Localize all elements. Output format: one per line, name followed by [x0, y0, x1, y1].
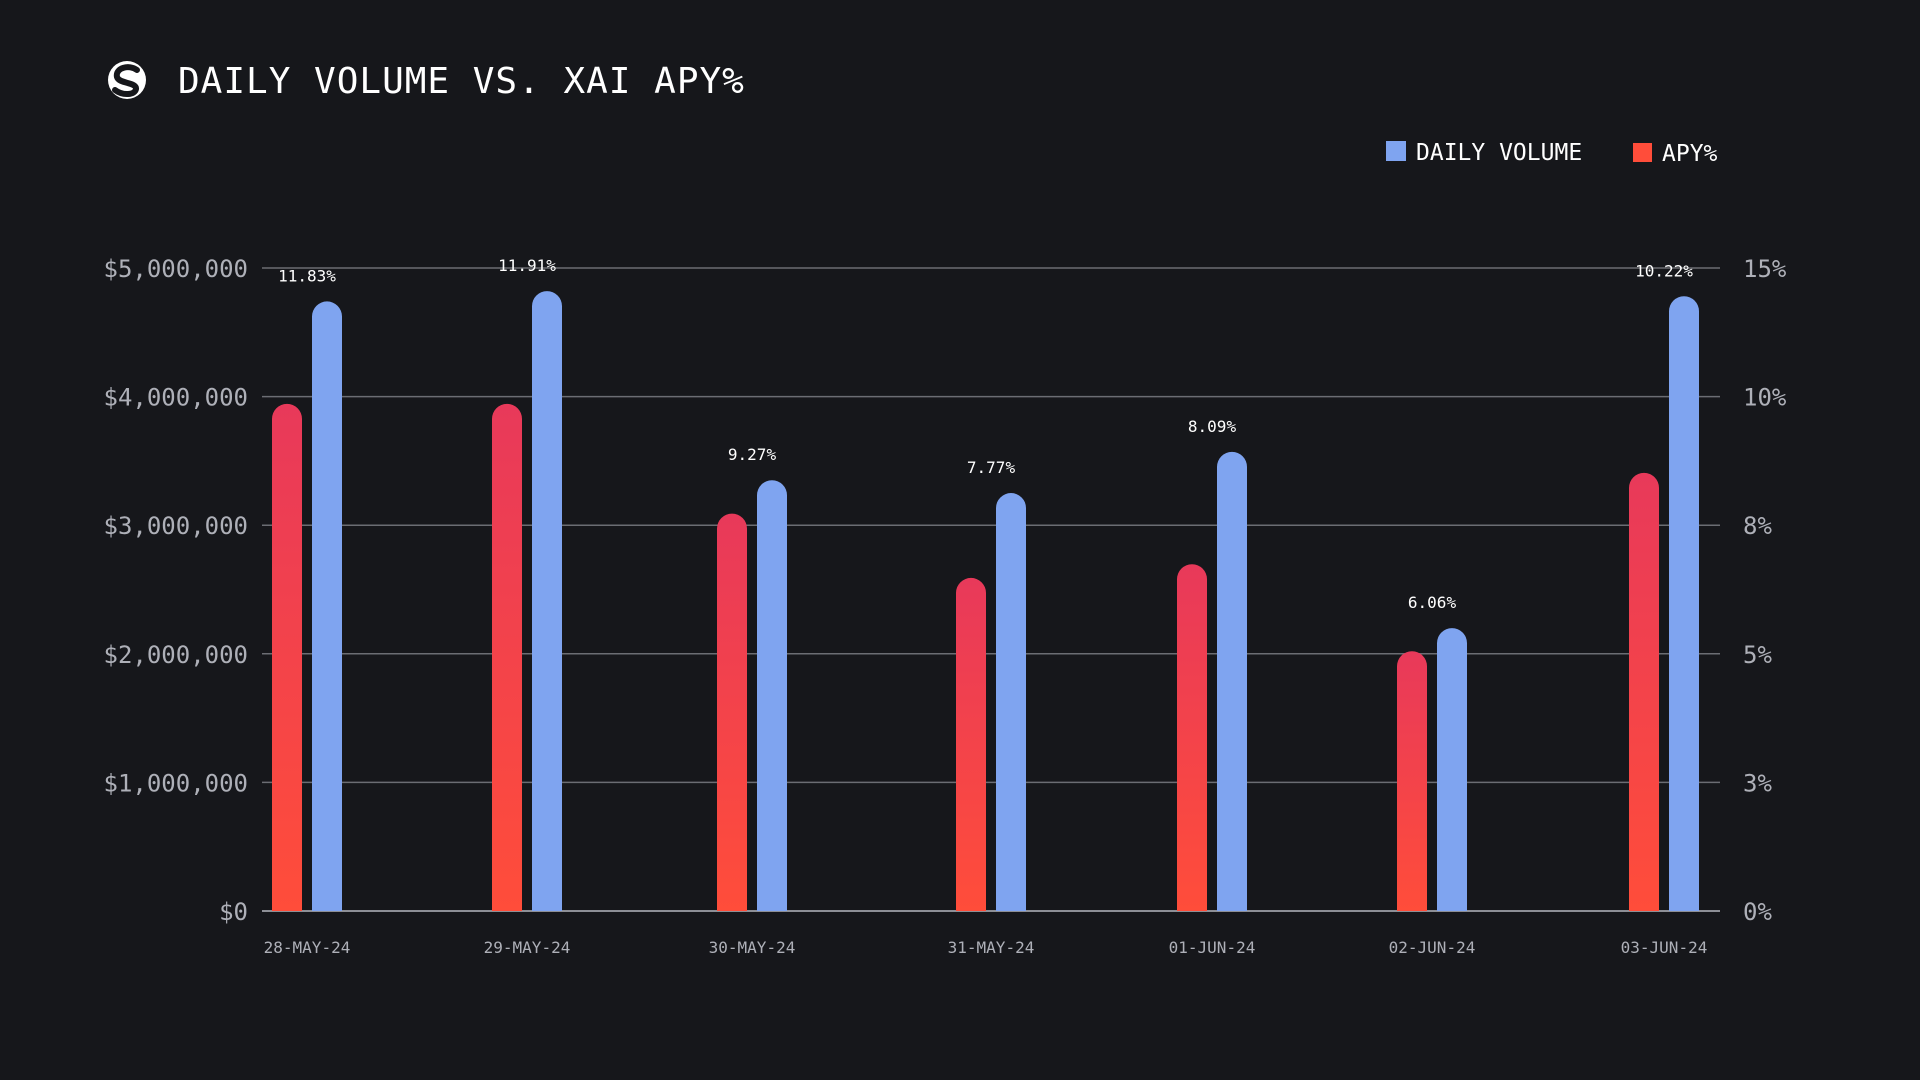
x-axis: 28-MAY-24 29-MAY-24 30-MAY-24 31-MAY-24 01-J…	[264, 938, 1708, 957]
apy-data-label: 11.83%	[278, 266, 336, 285]
volume-bar	[1437, 628, 1467, 911]
right-axis-tick-label: 0%	[1743, 898, 1772, 926]
legend-label-apy: APY%	[1662, 141, 1718, 167]
apy-data-label: 7.77%	[967, 458, 1016, 477]
data-labels: 11.83% 11.91% 9.27% 7.77% 8.09% 6.06% 10.22%	[278, 256, 1693, 612]
x-axis-tick-label: 28-MAY-24	[264, 938, 351, 957]
legend-label-volume: DAILY VOLUME	[1416, 140, 1582, 166]
x-axis-tick-label: 03-JUN-24	[1621, 938, 1708, 957]
volume-bar	[1669, 296, 1699, 911]
grid-lines	[262, 267, 1720, 912]
apy-bar	[956, 577, 986, 911]
s-logo-icon	[108, 61, 146, 99]
volume-bar	[312, 301, 342, 911]
right-axis-tick-label: 5%	[1743, 641, 1772, 669]
volume-bar	[996, 493, 1026, 911]
left-axis-tick-label: $3,000,000	[104, 512, 249, 540]
left-axis-tick-label: $5,000,000	[104, 255, 249, 283]
apy-bar	[272, 403, 302, 911]
right-axis-tick-label: 10%	[1743, 384, 1787, 412]
bars	[272, 291, 1699, 911]
apy-data-label: 9.27%	[728, 445, 777, 464]
apy-bar	[717, 513, 747, 911]
left-axis-tick-label: $4,000,000	[104, 384, 249, 412]
x-axis-tick-label: 01-JUN-24	[1169, 938, 1256, 957]
x-axis-tick-label: 29-MAY-24	[484, 938, 571, 957]
x-axis-tick-label: 31-MAY-24	[948, 938, 1035, 957]
apy-data-label: 6.06%	[1408, 593, 1457, 612]
apy-bar	[1629, 472, 1659, 911]
right-axis: 0% 3% 5% 8% 10% 15%	[1743, 255, 1787, 926]
left-axis-tick-label: $0	[219, 898, 248, 926]
legend-swatch-volume	[1386, 141, 1406, 161]
chart-title: DAILY VOLUME VS. XAI APY%	[178, 61, 745, 102]
x-axis-tick-label: 02-JUN-24	[1389, 938, 1476, 957]
apy-bar	[492, 403, 522, 911]
right-axis-tick-label: 15%	[1743, 255, 1787, 283]
apy-data-label: 10.22%	[1635, 261, 1693, 280]
right-axis-tick-label: 8%	[1743, 512, 1772, 540]
left-axis-tick-label: $1,000,000	[104, 769, 249, 797]
legend: DAILY VOLUME APY%	[1386, 140, 1718, 167]
right-axis-tick-label: 3%	[1743, 769, 1772, 797]
apy-data-label: 11.91%	[498, 256, 556, 275]
apy-bar	[1397, 651, 1427, 911]
apy-bar	[1177, 564, 1207, 911]
apy-data-label: 8.09%	[1188, 417, 1237, 436]
legend-swatch-apy	[1633, 143, 1652, 162]
volume-bar	[532, 291, 562, 911]
x-axis-tick-label: 30-MAY-24	[709, 938, 796, 957]
left-axis: $0 $1,000,000 $2,000,000 $3,000,000 $4,000,0…	[104, 255, 249, 926]
left-axis-tick-label: $2,000,000	[104, 641, 249, 669]
volume-bar	[757, 480, 787, 911]
header: DAILY VOLUME VS. XAI APY%	[108, 61, 745, 102]
volume-bar	[1217, 451, 1247, 911]
